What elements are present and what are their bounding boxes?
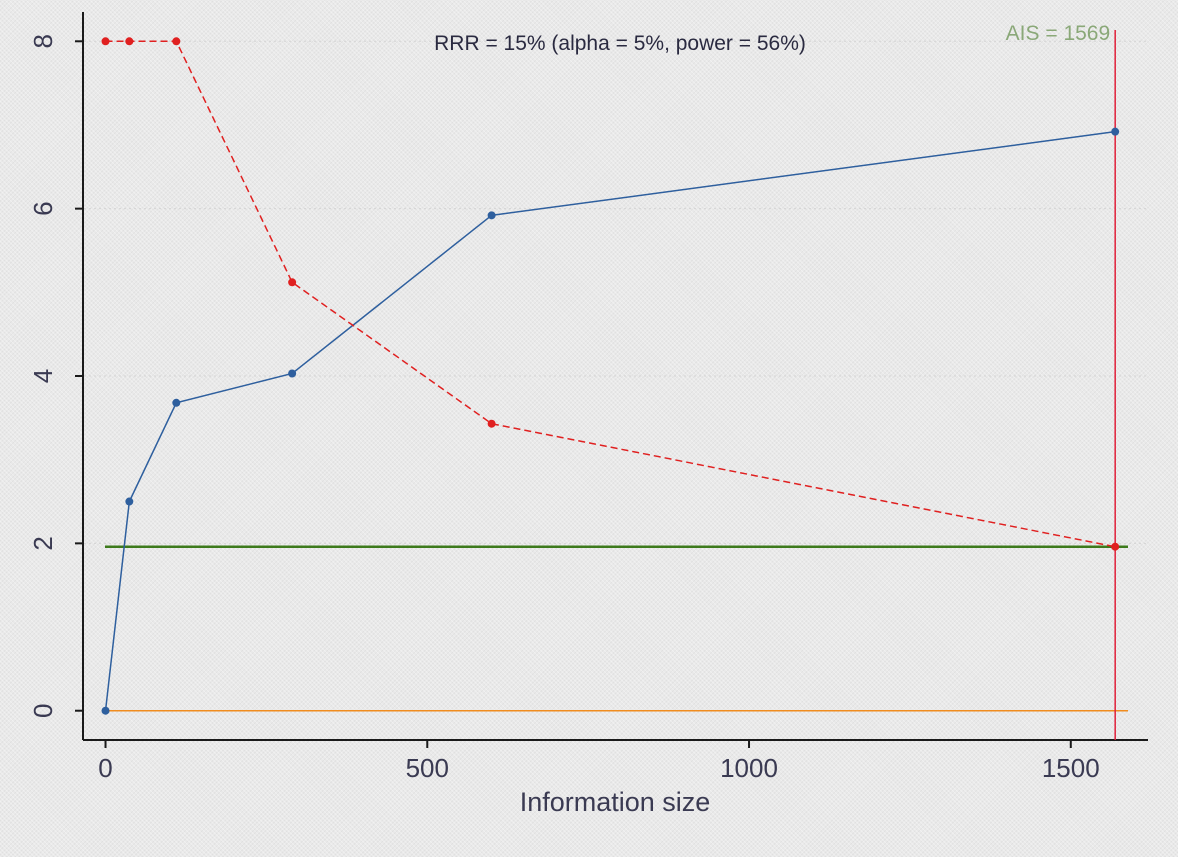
series-2-point: [1111, 542, 1120, 551]
series-1-point: [172, 398, 181, 407]
x-tick-label: 500: [406, 753, 449, 783]
series-2-line: [105, 40, 1116, 548]
x-tick-label: 1500: [1042, 753, 1100, 783]
y-ticks: 0 2 4 6 8: [28, 34, 83, 718]
x-tick-label: 1000: [720, 753, 778, 783]
y-tick-label: 2: [28, 536, 58, 550]
y-tick-label: 6: [28, 201, 58, 215]
ais-annotation: AIS = 1569: [1006, 22, 1111, 45]
gridlines: [84, 40, 1148, 544]
reference-lines: [105, 30, 1128, 740]
y-tick-label: 8: [28, 34, 58, 48]
x-axis-title: Information size: [520, 787, 711, 817]
series-1-point: [1111, 127, 1120, 136]
series-1-point: [125, 497, 134, 506]
series-1-line: [104, 130, 1116, 711]
x-ticks: 0 500 1000 1500: [98, 740, 1100, 783]
series-2-point: [172, 37, 181, 46]
series-2-point: [288, 278, 297, 287]
series-1-point: [288, 369, 297, 378]
series-2-point: [125, 37, 134, 46]
x-tick-label: 0: [98, 753, 112, 783]
chart-title: RRR = 15% (alpha = 5%, power = 56%): [434, 32, 806, 55]
series-2-point: [487, 419, 496, 428]
series-1-point: [487, 211, 496, 220]
series-1-point: [101, 706, 110, 715]
series-2-point: [101, 37, 110, 46]
y-tick-label: 4: [28, 369, 58, 383]
y-tick-label: 0: [28, 703, 58, 717]
series: [101, 37, 1120, 715]
